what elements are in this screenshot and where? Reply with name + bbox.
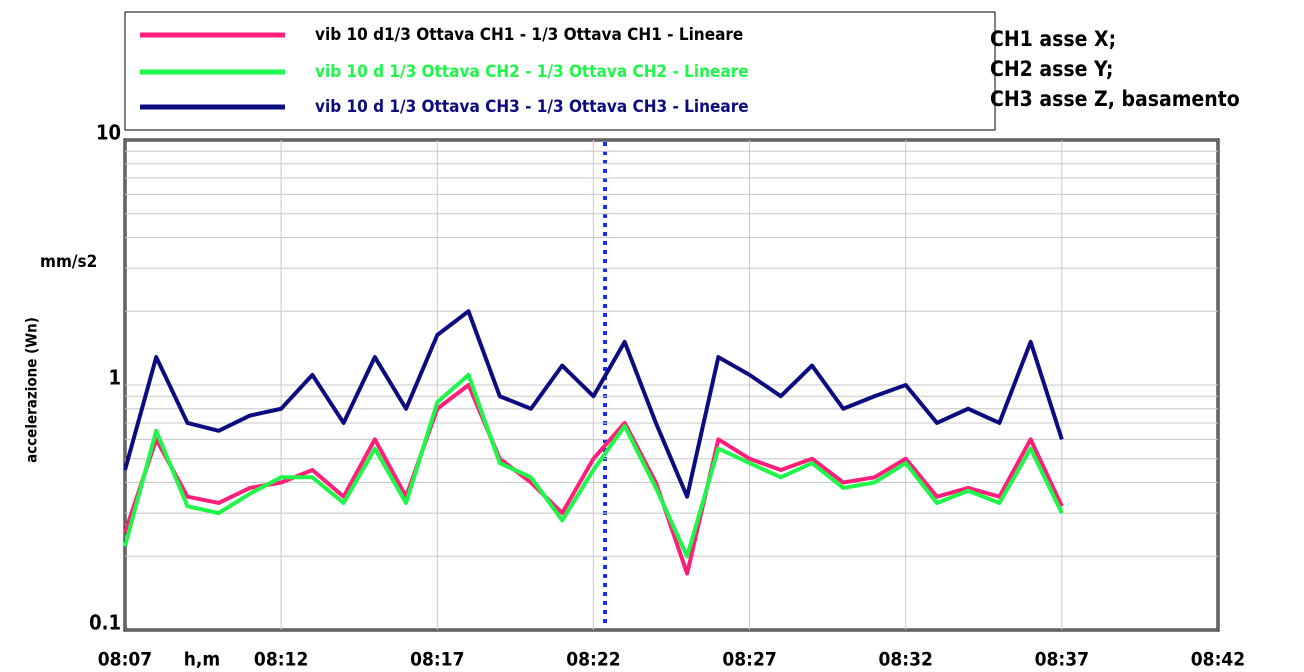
x-tick-label: 08:17 (410, 649, 464, 671)
x-tick-label: 08:27 (722, 649, 776, 671)
x-tick-label: 08:32 (879, 649, 933, 671)
x-tick-label: 08:42 (1191, 649, 1245, 671)
note: CH1 asse X; (990, 27, 1116, 51)
y-unit: mm/s2 (40, 252, 97, 272)
x-tick-label: 08:07 (98, 649, 152, 671)
y-tick-label: 10 (96, 121, 121, 145)
legend-box (124, 11, 996, 131)
series-line (123, 372, 1064, 559)
y-tick-label: 1 (108, 366, 121, 390)
x-tick-label: 08:22 (566, 649, 620, 671)
y-axis-label: accelerazione (Wn) (23, 317, 41, 463)
x-axis-label: h,m (184, 649, 220, 671)
x-tick-label: 08:37 (1035, 649, 1089, 671)
note: CH2 asse Y; (990, 57, 1113, 81)
legend-label: vib 10 d 1/3 Ottava CH3 - 1/3 Ottava CH3… (315, 97, 749, 117)
x-tick-label: 08:12 (254, 649, 308, 671)
legend-label: vib 10 d 1/3 Ottava CH2 - 1/3 Ottava CH2… (315, 62, 749, 82)
series-line (123, 309, 1064, 499)
note: CH3 asse Z, basamento (990, 87, 1240, 111)
series-line (123, 383, 1064, 576)
legend-label: vib 10 d1/3 Ottava CH1 - 1/3 Ottava CH1 … (315, 25, 743, 45)
y-tick-label: 0.1 (89, 611, 121, 635)
